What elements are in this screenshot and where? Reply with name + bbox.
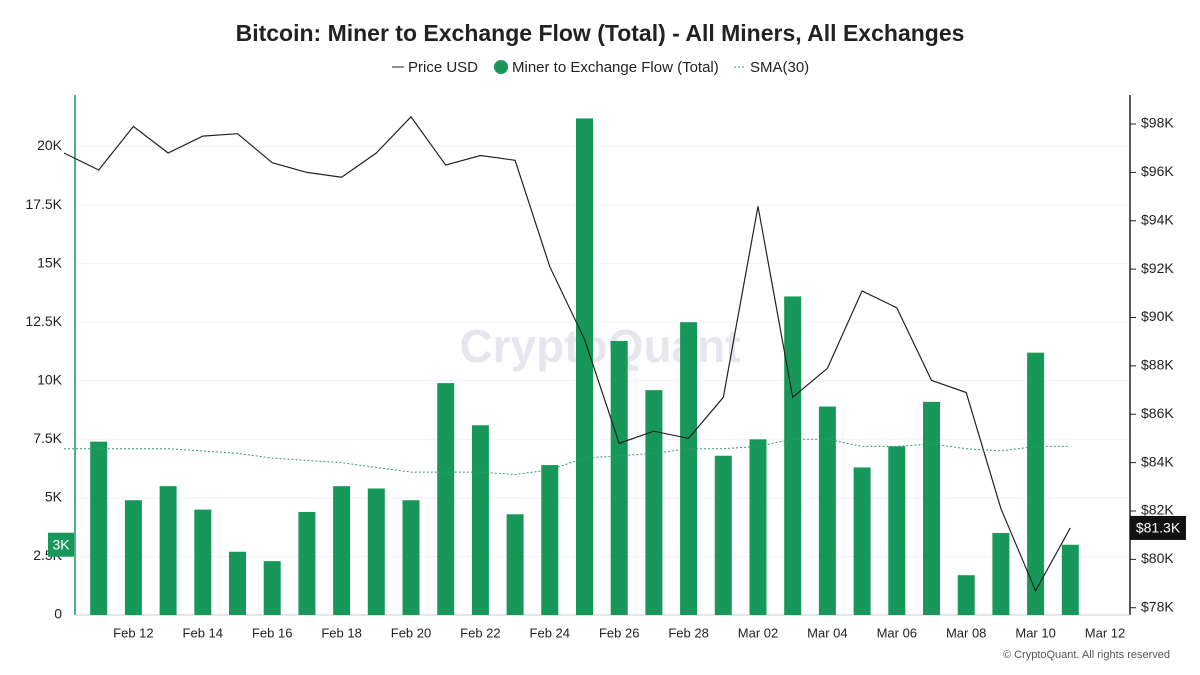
chart-title: Bitcoin: Miner to Exchange Flow (Total) … <box>236 20 965 46</box>
bar <box>506 514 524 615</box>
y-tick-label: 5K <box>45 489 63 505</box>
y2-tick-label: $96K <box>1141 163 1174 179</box>
watermark: CryptoQuant <box>459 320 740 372</box>
x-tick-label: Feb 24 <box>530 625 570 640</box>
last-value-label: $81.3K <box>1136 520 1181 536</box>
last-value-label: 3K <box>52 536 70 552</box>
y2-tick-label: $92K <box>1141 260 1174 276</box>
last-value-label-box <box>1130 515 1186 540</box>
x-tick-label: Feb 12 <box>113 625 153 640</box>
y2-tick-label: $80K <box>1141 550 1174 566</box>
bar <box>749 439 767 615</box>
bar <box>367 488 385 615</box>
y-tick-label: 12.5K <box>25 313 62 329</box>
bar <box>923 401 940 615</box>
x-tick-label: Mar 02 <box>738 625 778 640</box>
x-tick-label: Mar 10 <box>1015 625 1055 640</box>
bar <box>90 441 108 615</box>
y2-tick-label: $98K <box>1141 115 1174 131</box>
y2-tick-label: $90K <box>1141 308 1174 324</box>
line <box>63 115 1071 593</box>
bar <box>714 455 732 615</box>
bar <box>1027 352 1045 615</box>
y2-tick-label: $82K <box>1141 502 1174 518</box>
y2-tick-label: $86K <box>1141 405 1174 421</box>
bar <box>402 500 420 615</box>
y-tick-label: 7.5K <box>33 430 62 446</box>
x-tick-label: Feb 16 <box>252 625 292 640</box>
bar <box>541 465 559 615</box>
y-tick-label: 17.5K <box>25 196 62 212</box>
x-tick-label: Feb 28 <box>668 625 708 640</box>
bar <box>853 467 871 615</box>
bar <box>784 296 802 615</box>
x-tick-label: Mar 04 <box>807 625 847 640</box>
bar <box>645 390 663 615</box>
bar <box>888 446 906 615</box>
legend-label: Miner to Exchange Flow (Total) <box>512 59 719 76</box>
y-tick-label: 20K <box>37 137 63 153</box>
bar <box>229 551 246 615</box>
bar <box>680 322 698 615</box>
y-tick-label: 15K <box>37 254 63 270</box>
last-value-label-box <box>48 532 74 557</box>
x-tick-label: Mar 08 <box>946 625 986 640</box>
y2-tick-label: $78K <box>1141 598 1174 614</box>
y-tick-label: 0 <box>54 606 62 622</box>
bar <box>333 486 351 615</box>
bar <box>957 575 975 615</box>
line <box>64 438 1071 476</box>
bar <box>159 486 177 615</box>
bar <box>610 340 628 615</box>
legend-swatch <box>494 60 508 74</box>
y-tick-label: 10K <box>37 371 63 387</box>
bar <box>471 425 489 615</box>
x-tick-label: Feb 18 <box>321 625 361 640</box>
bar <box>576 118 593 615</box>
bar <box>1061 544 1079 615</box>
y2-tick-label: $88K <box>1141 357 1174 373</box>
bar <box>437 383 455 615</box>
bar <box>992 533 1010 615</box>
x-tick-label: Feb 26 <box>599 625 639 640</box>
x-tick-label: Mar 12 <box>1085 625 1125 640</box>
legend-label: SMA(30) <box>750 59 809 76</box>
bar <box>263 561 281 615</box>
bar <box>124 500 142 615</box>
bar <box>818 406 836 615</box>
bar <box>194 509 212 615</box>
y2-tick-label: $84K <box>1141 453 1174 469</box>
x-tick-label: Feb 20 <box>391 625 431 640</box>
x-tick-label: Mar 06 <box>877 625 917 640</box>
x-tick-label: Feb 22 <box>460 625 500 640</box>
bar <box>298 511 316 615</box>
x-tick-label: Feb 14 <box>183 625 223 640</box>
y2-tick-label: $94K <box>1141 211 1174 227</box>
legend-label: Price USD <box>408 59 478 76</box>
footer: © CryptoQuant. All rights reserved <box>1003 649 1170 661</box>
